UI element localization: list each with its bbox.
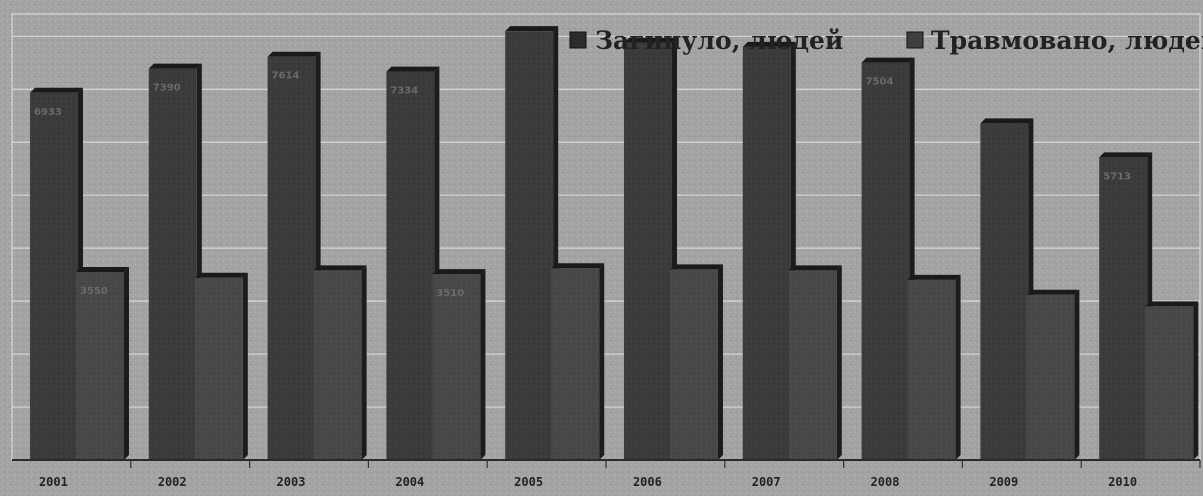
bar-killed-2006-top xyxy=(624,37,677,43)
bar-killed-2010-top xyxy=(1099,152,1153,158)
bar-injured-2001-side xyxy=(124,266,129,460)
bar-killed-2004-top xyxy=(386,66,440,72)
x-tick-label-2006: 2006 xyxy=(633,475,662,489)
bar-injured-2002-top xyxy=(194,272,248,278)
x-tick-label-2001: 2001 xyxy=(39,475,68,489)
x-tick-label-2007: 2007 xyxy=(752,475,781,489)
bar-injured-2010-texture xyxy=(1145,306,1194,460)
bar-killed-2001-top xyxy=(30,87,83,93)
legend-label-killed: Загинуло, людей xyxy=(595,26,843,55)
x-tick-label-2010: 2010 xyxy=(1108,475,1137,489)
bar-injured-2005-top xyxy=(551,263,605,269)
bar-injured-2004-texture xyxy=(432,274,481,460)
data-label-injured-2001: 3550 xyxy=(80,286,108,297)
bar-injured-2009-texture xyxy=(1026,294,1075,460)
legend-swatch-injured xyxy=(906,31,924,49)
legend-swatch-killed xyxy=(569,31,587,49)
bar-injured-2002-side xyxy=(242,272,248,460)
x-tick-label-2009: 2009 xyxy=(989,475,1018,489)
bar-injured-2007-texture xyxy=(788,270,837,460)
bar-injured-2004-top xyxy=(432,269,486,275)
bar-killed-2010-texture xyxy=(1099,157,1148,460)
bar-injured-2006-top xyxy=(670,264,723,270)
bar-injured-2010-top xyxy=(1145,301,1199,307)
bar-killed-2003-texture xyxy=(267,56,316,460)
x-axis: 2001 2002 2003 2004 2005 2006 2007 2008 2009 2010 xyxy=(12,459,1201,489)
bar-killed-2004-texture xyxy=(386,71,435,460)
x-tick-label-2002: 2002 xyxy=(158,475,187,489)
bar-killed-2009-texture xyxy=(980,123,1029,461)
data-label-killed-2002: 7390 xyxy=(153,83,181,94)
data-label-killed-2004: 7334 xyxy=(390,86,418,97)
bar-injured-2006-side xyxy=(718,264,723,460)
bar-injured-2006-texture xyxy=(670,269,718,460)
bar-killed-2002-texture xyxy=(148,68,197,461)
bar-killed-2007-top xyxy=(742,41,796,47)
bar-injured-2008-side xyxy=(955,274,961,460)
bar-killed-2007-texture xyxy=(742,46,791,460)
data-label-killed-2010: 5713 xyxy=(1103,171,1131,182)
bar-injured-2007-top xyxy=(788,265,842,271)
data-label-killed-2008: 7504 xyxy=(866,77,894,88)
bar-killed-2001-texture xyxy=(30,92,78,461)
bar-killed-2002-top xyxy=(148,63,202,69)
x-tick-label-2008: 2008 xyxy=(871,475,900,489)
legend: Загинуло, людей Травмовано, людей xyxy=(569,26,1203,55)
bar-injured-2003-side xyxy=(361,265,367,460)
x-tick-label-2003: 2003 xyxy=(277,475,306,489)
bar-injured-2008-top xyxy=(907,274,961,280)
bar-injured-2003-texture xyxy=(313,270,362,460)
bar-injured-2007-side xyxy=(836,265,842,460)
data-label-killed-2003: 7614 xyxy=(272,71,300,82)
bar-injured-2010-side xyxy=(1193,301,1199,460)
data-label-killed-2001: 6933 xyxy=(34,107,62,118)
bar-injured-2003-top xyxy=(313,265,367,271)
bar-injured-2002-texture xyxy=(194,277,243,460)
bar-injured-2004-side xyxy=(480,269,486,460)
bar-killed-2005-top xyxy=(505,26,559,32)
bar-injured-2008-texture xyxy=(907,279,956,460)
data-label-injured-2004: 3510 xyxy=(436,288,464,299)
bar-injured-2009-top xyxy=(1026,289,1080,295)
bar-killed-2009-top xyxy=(980,118,1034,124)
bar-killed-2008-top xyxy=(861,57,915,63)
bar-killed-2006-texture xyxy=(624,42,672,460)
bar-killed-2005-texture xyxy=(505,31,554,461)
bar-injured-2005-texture xyxy=(551,268,600,460)
legend-label-injured: Травмовано, людей xyxy=(931,26,1203,55)
x-tick-label-2004: 2004 xyxy=(395,475,424,489)
bar-killed-2003-top xyxy=(267,51,321,57)
bar-injured-2001-texture xyxy=(76,271,124,460)
bar-injured-2001-top xyxy=(76,266,129,272)
bar-injured-2005-side xyxy=(599,263,605,460)
bar-killed-2008-texture xyxy=(861,62,910,461)
bars: 6933 3550 7390 7614 7334 3510 7504 5713 xyxy=(30,26,1199,461)
x-tick-label-2005: 2005 xyxy=(514,475,543,489)
bar-injured-2009-side xyxy=(1074,289,1080,460)
